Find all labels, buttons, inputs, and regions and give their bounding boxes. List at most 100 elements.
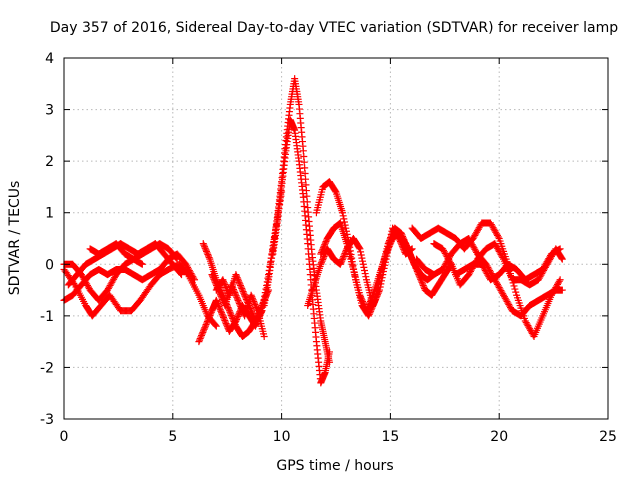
data-point [238,286,246,294]
data-point-interp [211,277,219,285]
data-point [556,276,564,284]
series-arc-11 [269,116,333,387]
data-point-interp [220,277,228,285]
data-point-interp [209,274,217,282]
data-point [212,296,220,304]
data-point-interp [216,289,224,297]
data-point-interp [355,244,363,252]
data-point-interp [198,330,206,338]
data-point-interp [381,261,389,269]
data-point-interp [241,292,249,300]
data-point-interp [205,314,213,322]
data-point-interp [220,315,228,323]
data-point-interp [420,283,428,291]
data-point-interp [248,293,256,301]
data-point-interp [416,274,424,282]
data-point-interp [233,295,241,303]
data-point-interp [203,249,211,257]
data-point-interp [205,313,213,321]
data-point-interp [360,263,368,271]
data-point-interp [216,306,224,314]
data-point [219,276,227,284]
data-point [339,209,347,217]
data-point-interp [248,309,256,317]
data-point [558,255,566,263]
data-point-interp [385,243,393,251]
data-point-interp [247,306,255,314]
y-tick-label: -3 [40,412,54,428]
data-point-interp [236,281,244,289]
data-point-interp [379,271,387,279]
data-point-interp [202,321,210,329]
data-point-interp [321,239,329,247]
data-point-interp [203,247,211,255]
data-point-interp [337,259,345,267]
data-point-interp [214,299,222,307]
y-tick-label: -2 [40,360,54,376]
data-point-interp [340,251,348,259]
data-point-interp [373,292,381,300]
data-point [356,245,364,253]
data-point-interp [386,237,394,245]
data-point-interp [228,313,236,321]
data-point-interp [222,283,230,291]
data-point-interp [244,300,252,308]
data-point-interp [372,294,380,302]
data-point-interp [412,264,420,272]
data-point-interp [231,319,239,327]
data-point-interp [365,310,373,318]
data-point-interp [414,269,422,277]
data-point-interp [210,275,218,283]
data-point-interp [214,301,222,309]
data-point-interp [259,303,267,311]
data-point-interp [446,259,454,267]
data-point-interp [396,238,404,246]
data-point-interp [244,298,252,306]
data-point-interp [555,277,563,285]
data-point-interp [331,187,339,195]
y-tick-label: 1 [45,206,54,222]
data-point [219,312,227,320]
data-point-interp [338,257,346,265]
data-point-interp [237,304,245,312]
x-axis-label: GPS time / hours [276,458,393,474]
data-point-interp [377,277,385,285]
data-point-interp [361,270,369,278]
data-point-interp [177,270,185,278]
data-point-interp [339,254,347,262]
y-axis-label: SDTVAR / TECUs [7,181,23,296]
data-point-interp [340,253,348,261]
data-point-interp [233,293,241,301]
y-tick-label: 2 [45,154,54,170]
data-point [415,271,423,279]
data-point-interp [408,254,416,262]
data-point-interp [248,294,256,302]
data-point-interp [226,308,234,316]
data-point-interp [240,289,248,297]
data-point-interp [205,254,213,262]
data-point-interp [396,236,404,244]
data-point-interp [378,274,386,282]
data-point-interp [238,285,246,293]
data-point-interp [239,288,247,296]
data-point-interp [227,311,235,319]
data-point-interp [319,256,327,264]
data-point-interp [232,292,240,300]
data-point-interp [370,298,378,306]
data-point-interp [397,239,405,247]
x-tick-label: 5 [168,429,177,445]
data-point-interp [377,280,385,288]
data-point-interp [340,218,348,226]
data-point-interp [246,305,254,313]
data-point [558,286,566,294]
data-point-interp [196,335,204,343]
data-point-interp [198,331,206,339]
series-arc-14 [304,224,416,310]
data-point-interp [234,312,242,320]
data-point-interp [512,288,520,296]
data-point-interp [221,316,229,324]
x-tick-label: 10 [273,429,291,445]
data-point-interp [407,252,415,260]
data-point [225,307,233,315]
data-point-interp [418,278,426,286]
